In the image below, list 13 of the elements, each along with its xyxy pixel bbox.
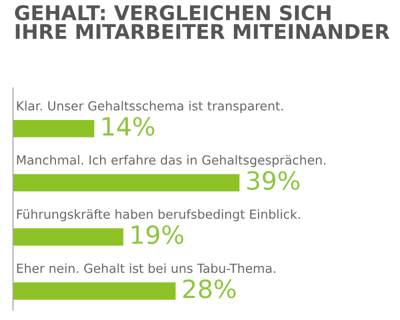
- data-label: 19%: [132, 225, 184, 244]
- y-tick-label: Klar. Unser Gehaltsschema ist transparent.: [17, 100, 283, 113]
- bar: [13, 282, 176, 300]
- bar: [13, 174, 240, 192]
- data-label: 28%: [183, 279, 236, 298]
- y-tick-label: Manchmal. Ich erfahre das in Gehaltsgesprächen.: [17, 155, 326, 168]
- data-label: 14%: [102, 116, 154, 136]
- bar: [13, 120, 94, 138]
- y-tick-label: Eher nein. Gehalt ist bei uns Tabu-Thema.: [17, 263, 276, 274]
- chart-title: GEHALT: VERGLEICHEN SICH IHRE MITARBEITER MITEINANDER: [15, 5, 390, 39]
- data-label: 39%: [247, 171, 300, 190]
- bar: [13, 228, 124, 246]
- y-tick-label: Führungskräfte haben berufsbedingt Einblick.: [17, 209, 300, 222]
